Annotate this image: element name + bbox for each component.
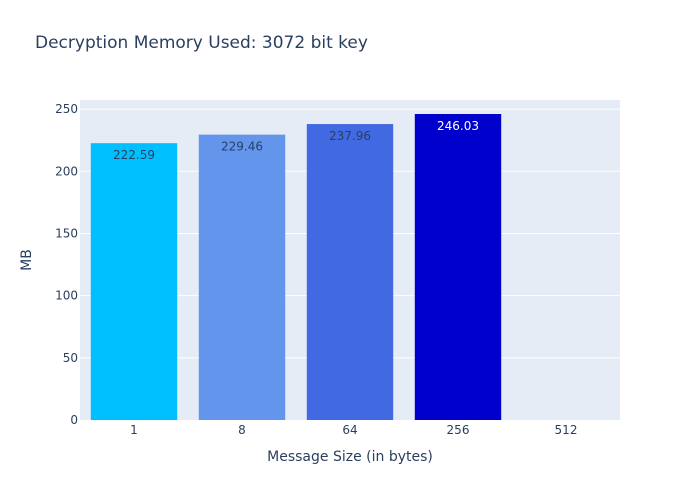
- bar: [90, 143, 178, 421]
- x-tick-label: 64: [342, 423, 357, 437]
- y-tick-label: 200: [55, 164, 78, 178]
- x-axis-title: Message Size (in bytes): [267, 449, 433, 465]
- x-tick-label: 256: [447, 423, 470, 437]
- bar: [198, 134, 286, 420]
- x-tick-labels: 1 8 64 256 512: [130, 423, 577, 437]
- y-tick-label: 50: [63, 351, 78, 365]
- data-label: 237.96: [329, 129, 371, 143]
- y-tick-label: 0: [70, 413, 78, 427]
- y-tick-labels: 0 50 100 150 200 250: [55, 102, 78, 427]
- y-tick-label: 250: [55, 102, 78, 116]
- bar: [306, 124, 394, 420]
- data-labels: 222.59 229.46 237.96 246.03: [113, 119, 479, 162]
- bars: [90, 114, 502, 421]
- x-tick-label: 1: [130, 423, 138, 437]
- x-tick-label: 8: [238, 423, 246, 437]
- chart-title: Decryption Memory Used: 3072 bit key: [35, 33, 368, 53]
- data-label: 229.46: [221, 140, 263, 154]
- y-axis-title: MB: [19, 249, 35, 271]
- y-tick-label: 150: [55, 226, 78, 240]
- data-label: 222.59: [113, 148, 155, 162]
- y-tick-label: 100: [55, 289, 78, 303]
- data-label: 246.03: [437, 119, 479, 133]
- x-tick-label: 512: [555, 423, 578, 437]
- bar: [414, 114, 502, 420]
